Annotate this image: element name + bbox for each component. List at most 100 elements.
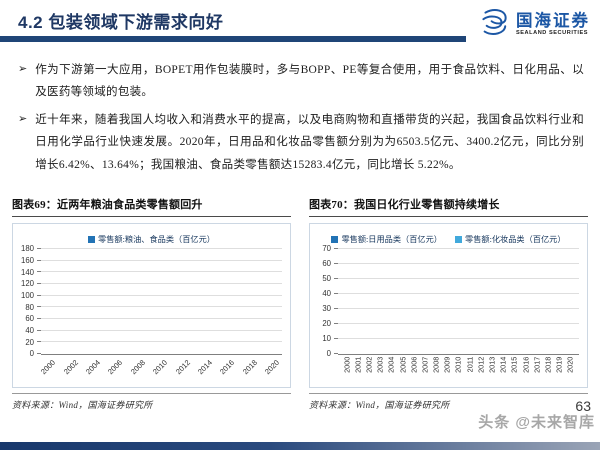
gridline	[41, 294, 282, 296]
y-axis-label: 20	[25, 337, 34, 347]
sealand-logo: 国海证券 SEALAND SECURITIES	[478, 6, 590, 44]
x-axis-label: 2015	[509, 356, 519, 373]
gridline	[338, 308, 579, 309]
x-axis-slot: 2004	[386, 355, 397, 385]
y-axis-label: 120	[20, 279, 34, 289]
x-axis-label: 2000	[341, 356, 351, 373]
x-axis-label: 2007	[420, 356, 430, 373]
legend-label: 零售额:粮油、食品类（百亿元）	[98, 235, 215, 244]
logo-name-en: SEALAND SECURITIES	[516, 29, 589, 36]
axis-tick	[37, 259, 41, 261]
y-axis-label: 100	[20, 290, 34, 300]
x-axis-slot: 2016	[520, 355, 531, 385]
gridline	[41, 271, 282, 273]
y-axis-label: 50	[322, 274, 331, 284]
x-axis-label: 2001	[353, 356, 363, 373]
axis-tick	[37, 318, 41, 320]
y-axis-label: 80	[25, 302, 34, 312]
figure-source: 资料来源：Wind，国海证券研究所	[12, 400, 153, 410]
gridline	[338, 278, 579, 279]
x-axis-slot: 2000	[341, 355, 352, 385]
y-axis-label: 10	[322, 334, 331, 344]
x-axis-label: 2014	[498, 356, 508, 373]
axis-tick	[37, 283, 41, 285]
axis-tick	[37, 341, 41, 343]
figure-69: 图表69：近两年粮油食品类零售额回升 零售额:粮油、食品类（百亿元） 0 20 40…	[12, 196, 291, 411]
x-axis-slot: 2018	[542, 355, 553, 385]
source-divider	[309, 393, 588, 394]
y-axis-label: 70	[322, 244, 331, 254]
y-axis-label: 140	[20, 267, 34, 277]
bar-chart-grain-food-retail: 零售额:粮油、食品类（百亿元） 0 20 40 60 80 100 120 140 160 180…	[12, 223, 291, 388]
title-underline-rule	[0, 36, 466, 42]
legend-item: 零售额:日用品类（百亿元）	[331, 233, 442, 245]
x-axis-label: 2010	[453, 356, 463, 373]
footer-gradient-bar	[0, 442, 600, 450]
x-axis-label: 2009	[442, 356, 452, 373]
x-axis-label: 2003	[375, 356, 385, 373]
x-axis-label: 2006	[409, 356, 419, 373]
axis-tick	[334, 278, 338, 279]
x-axis-slot: 2005	[397, 355, 408, 385]
y-axis-label: 30	[322, 304, 331, 314]
x-axis-label: 2016	[520, 356, 530, 373]
sealand-wave-logo-icon	[478, 6, 511, 44]
axis-tick	[334, 263, 338, 264]
y-axis-label: 0	[326, 349, 331, 359]
x-axis-label: 2012	[476, 356, 486, 373]
chart-bars	[338, 249, 579, 354]
chart-legend: 零售额:日用品类（百亿元） 零售额:化妆品类（百亿元）	[314, 233, 583, 245]
chart-bars	[41, 249, 282, 354]
axis-tick	[334, 323, 338, 324]
page-title: 4.2 包装领域下游需求向好	[18, 13, 224, 32]
x-axis-slot: 2018	[241, 355, 259, 385]
x-axis-slot: 2011	[464, 355, 475, 385]
chart-xlabels: 2000 2001 2002 2003 2004 2005 2006 2007 2008 2009…	[338, 355, 579, 385]
x-axis-slot: 2006	[106, 355, 124, 385]
figure-70: 图表70：我国日化行业零售额持续增长 零售额:日用品类（百亿元） 零售额:化妆品类…	[309, 196, 588, 411]
axis-spacer	[15, 355, 41, 385]
figures-row: 图表69：近两年粮油食品类零售额回升 零售额:粮油、食品类（百亿元） 0 20 40…	[12, 196, 588, 411]
x-axis-label: 2017	[532, 356, 542, 373]
x-axis-label: 2004	[386, 356, 396, 373]
x-axis-label: 2013	[487, 356, 497, 373]
x-axis-slot: 2002	[62, 355, 80, 385]
axis-tick	[334, 353, 338, 354]
chart-ylabels: 0 10 20 30 40 50 60 70	[312, 245, 338, 358]
x-axis-slot: 2007	[419, 355, 430, 385]
bar-chart-daily-cosmetics-retail: 零售额:日用品类（百亿元） 零售额:化妆品类（百亿元） 0 10 20 30 40 50 60…	[309, 223, 588, 388]
x-axis-slot: 2002	[363, 355, 374, 385]
figure-source: 资料来源：Wind，国海证券研究所	[309, 400, 450, 410]
y-axis-label: 60	[322, 259, 331, 269]
x-axis-slot: 2000	[39, 355, 57, 385]
x-axis-slot: 2017	[531, 355, 542, 385]
x-axis-slot: 2020	[565, 355, 576, 385]
legend-item: 零售额:化妆品类（百亿元）	[455, 233, 566, 245]
x-axis-slot: 2020	[263, 355, 281, 385]
x-axis-label: 2008	[431, 356, 441, 373]
x-axis-slot: 2016	[218, 355, 236, 385]
figure-caption: 图表69：近两年粮油食品类零售额回升	[12, 196, 291, 217]
legend-swatch	[455, 235, 462, 243]
x-axis-label: 2002	[364, 356, 374, 373]
y-axis-label: 60	[25, 314, 34, 324]
gridline	[41, 341, 282, 343]
x-axis-slot: 2010	[151, 355, 169, 385]
axis-tick	[37, 306, 41, 308]
x-axis-label: 2020	[565, 356, 575, 373]
x-axis-slot: 2010	[453, 355, 464, 385]
y-axis-label: 0	[29, 349, 34, 359]
x-axis-label: 2005	[397, 356, 407, 373]
x-axis-label: 2018	[543, 356, 553, 373]
chart-ylabels: 0 20 40 60 80 100 120 140 160 180	[15, 245, 41, 358]
y-axis-label: 180	[20, 244, 34, 254]
y-axis-label: 160	[20, 255, 34, 265]
gridline	[41, 259, 282, 261]
axis-tick	[334, 308, 338, 309]
legend-swatch	[331, 235, 339, 243]
watermark-text: 头条 @未来智库	[478, 414, 595, 431]
gridline	[338, 293, 579, 294]
x-axis-slot: 2012	[173, 355, 191, 385]
bullet-item: ➢ 作为下游第一大应用，BOPET用作包装膜时，多与BOPP、PE等复合使用，用…	[18, 59, 584, 104]
